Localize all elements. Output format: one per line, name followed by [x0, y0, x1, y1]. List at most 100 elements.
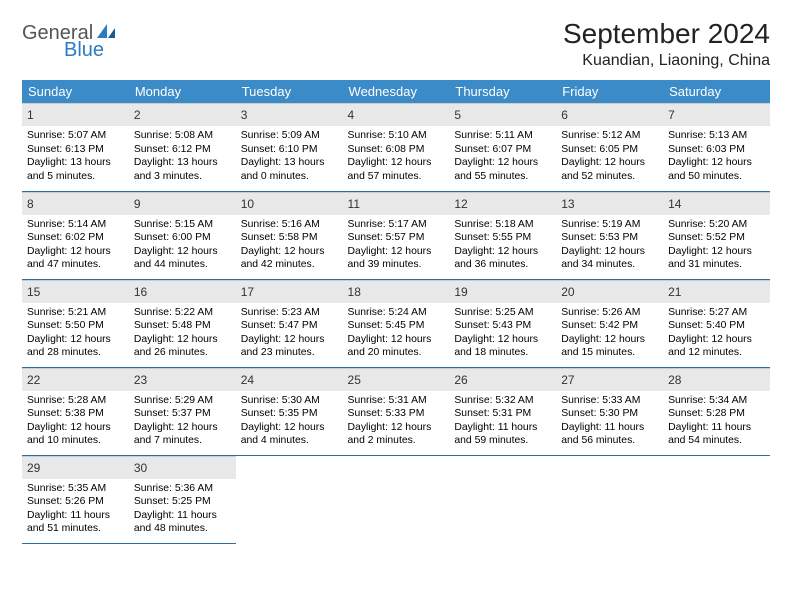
- day-number: 21: [668, 285, 681, 299]
- daynum-bar: 15: [22, 280, 129, 303]
- sunrise-line: Sunrise: 5:32 AM: [454, 394, 551, 408]
- day-number: 4: [348, 108, 355, 122]
- daylight-line: Daylight: 11 hours and 51 minutes.: [27, 509, 124, 536]
- sunrise-line: Sunrise: 5:36 AM: [134, 482, 231, 496]
- calendar-row: 8Sunrise: 5:14 AMSunset: 6:02 PMDaylight…: [22, 191, 770, 279]
- sunset-line: Sunset: 5:40 PM: [668, 319, 765, 333]
- calendar-cell: 12Sunrise: 5:18 AMSunset: 5:55 PMDayligh…: [449, 191, 556, 279]
- daynum-bar: 1: [22, 103, 129, 126]
- calendar-row: 22Sunrise: 5:28 AMSunset: 5:38 PMDayligh…: [22, 367, 770, 455]
- weekday-header: Sunday: [22, 80, 129, 103]
- day-number: 25: [348, 373, 361, 387]
- daylight-line: Daylight: 12 hours and 50 minutes.: [668, 156, 765, 183]
- sunrise-line: Sunrise: 5:07 AM: [27, 129, 124, 143]
- sunset-line: Sunset: 5:47 PM: [241, 319, 338, 333]
- sunset-line: Sunset: 5:43 PM: [454, 319, 551, 333]
- daynum-bar: 4: [343, 103, 450, 126]
- daynum-bar: 16: [129, 280, 236, 303]
- day-number: 9: [134, 197, 141, 211]
- daylight-line: Daylight: 13 hours and 3 minutes.: [134, 156, 231, 183]
- daylight-line: Daylight: 12 hours and 7 minutes.: [134, 421, 231, 448]
- calendar-cell: 25Sunrise: 5:31 AMSunset: 5:33 PMDayligh…: [343, 367, 450, 455]
- calendar-cell: 13Sunrise: 5:19 AMSunset: 5:53 PMDayligh…: [556, 191, 663, 279]
- calendar-cell: 11Sunrise: 5:17 AMSunset: 5:57 PMDayligh…: [343, 191, 450, 279]
- brand-word2: Blue: [64, 39, 104, 62]
- calendar-cell: 22Sunrise: 5:28 AMSunset: 5:38 PMDayligh…: [22, 367, 129, 455]
- daynum-bar: 28: [663, 368, 770, 391]
- brand-logo: General Blue: [22, 18, 119, 62]
- day-number: 24: [241, 373, 254, 387]
- weekday-header-row: SundayMondayTuesdayWednesdayThursdayFrid…: [22, 80, 770, 103]
- day-number: 22: [27, 373, 40, 387]
- daynum-bar: 24: [236, 368, 343, 391]
- daylight-line: Daylight: 11 hours and 48 minutes.: [134, 509, 231, 536]
- sunrise-line: Sunrise: 5:23 AM: [241, 306, 338, 320]
- sunrise-line: Sunrise: 5:34 AM: [668, 394, 765, 408]
- sunset-line: Sunset: 5:37 PM: [134, 407, 231, 421]
- daynum-bar: 5: [449, 103, 556, 126]
- daylight-line: Daylight: 13 hours and 0 minutes.: [241, 156, 338, 183]
- sunrise-line: Sunrise: 5:33 AM: [561, 394, 658, 408]
- day-number: 20: [561, 285, 574, 299]
- calendar-cell: 8Sunrise: 5:14 AMSunset: 6:02 PMDaylight…: [22, 191, 129, 279]
- day-number: 1: [27, 108, 34, 122]
- day-number: 29: [27, 461, 40, 475]
- daynum-bar: 20: [556, 280, 663, 303]
- sunset-line: Sunset: 5:30 PM: [561, 407, 658, 421]
- daylight-line: Daylight: 12 hours and 34 minutes.: [561, 245, 658, 272]
- daylight-line: Daylight: 11 hours and 54 minutes.: [668, 421, 765, 448]
- calendar-cell: 4 Sunrise: 5:10 AMSunset: 6:08 PMDaylight…: [343, 103, 450, 191]
- day-number: 16: [134, 285, 147, 299]
- daylight-line: Daylight: 12 hours and 39 minutes.: [348, 245, 445, 272]
- weekday-header: Saturday: [663, 80, 770, 103]
- daylight-line: Daylight: 12 hours and 2 minutes.: [348, 421, 445, 448]
- sunrise-line: Sunrise: 5:35 AM: [27, 482, 124, 496]
- calendar-table: SundayMondayTuesdayWednesdayThursdayFrid…: [22, 80, 770, 544]
- day-number: 6: [561, 108, 568, 122]
- weekday-header: Friday: [556, 80, 663, 103]
- daylight-line: Daylight: 12 hours and 4 minutes.: [241, 421, 338, 448]
- calendar-body: 1Sunrise: 5:07 AMSunset: 6:13 PMDaylight…: [22, 103, 770, 543]
- day-number: 17: [241, 285, 254, 299]
- day-number: 23: [134, 373, 147, 387]
- calendar-cell: 7Sunrise: 5:13 AMSunset: 6:03 PMDaylight…: [663, 103, 770, 191]
- calendar-cell: 20Sunrise: 5:26 AMSunset: 5:42 PMDayligh…: [556, 279, 663, 367]
- sunset-line: Sunset: 5:50 PM: [27, 319, 124, 333]
- daynum-bar: 29: [22, 456, 129, 479]
- daynum-bar: 26: [449, 368, 556, 391]
- daylight-line: Daylight: 11 hours and 59 minutes.: [454, 421, 551, 448]
- calendar-cell: 5Sunrise: 5:11 AMSunset: 6:07 PMDaylight…: [449, 103, 556, 191]
- daynum-bar: 18: [343, 280, 450, 303]
- calendar-cell: 21Sunrise: 5:27 AMSunset: 5:40 PMDayligh…: [663, 279, 770, 367]
- daylight-line: Daylight: 12 hours and 47 minutes.: [27, 245, 124, 272]
- daylight-line: Daylight: 13 hours and 5 minutes.: [27, 156, 124, 183]
- daylight-line: Daylight: 12 hours and 36 minutes.: [454, 245, 551, 272]
- day-number: 15: [27, 285, 40, 299]
- calendar-row: 29Sunrise: 5:35 AMSunset: 5:26 PMDayligh…: [22, 455, 770, 543]
- daylight-line: Daylight: 12 hours and 57 minutes.: [348, 156, 445, 183]
- sunrise-line: Sunrise: 5:25 AM: [454, 306, 551, 320]
- calendar-cell: 9Sunrise: 5:15 AMSunset: 6:00 PMDaylight…: [129, 191, 236, 279]
- daylight-line: Daylight: 12 hours and 20 minutes.: [348, 333, 445, 360]
- day-number: 5: [454, 108, 461, 122]
- sunset-line: Sunset: 6:00 PM: [134, 231, 231, 245]
- sunrise-line: Sunrise: 5:10 AM: [348, 129, 445, 143]
- sunset-line: Sunset: 6:07 PM: [454, 143, 551, 157]
- sunrise-line: Sunrise: 5:27 AM: [668, 306, 765, 320]
- daynum-bar: 6: [556, 103, 663, 126]
- sunrise-line: Sunrise: 5:15 AM: [134, 218, 231, 232]
- sunset-line: Sunset: 6:05 PM: [561, 143, 658, 157]
- day-number: 12: [454, 197, 467, 211]
- sunset-line: Sunset: 5:31 PM: [454, 407, 551, 421]
- daynum-bar: 23: [129, 368, 236, 391]
- sunset-line: Sunset: 6:08 PM: [348, 143, 445, 157]
- sunset-line: Sunset: 5:28 PM: [668, 407, 765, 421]
- day-number: 3: [241, 108, 248, 122]
- daylight-line: Daylight: 12 hours and 52 minutes.: [561, 156, 658, 183]
- calendar-row: 15Sunrise: 5:21 AMSunset: 5:50 PMDayligh…: [22, 279, 770, 367]
- sunset-line: Sunset: 5:35 PM: [241, 407, 338, 421]
- daylight-line: Daylight: 12 hours and 28 minutes.: [27, 333, 124, 360]
- calendar-cell: [236, 455, 343, 543]
- day-number: 26: [454, 373, 467, 387]
- day-number: 30: [134, 461, 147, 475]
